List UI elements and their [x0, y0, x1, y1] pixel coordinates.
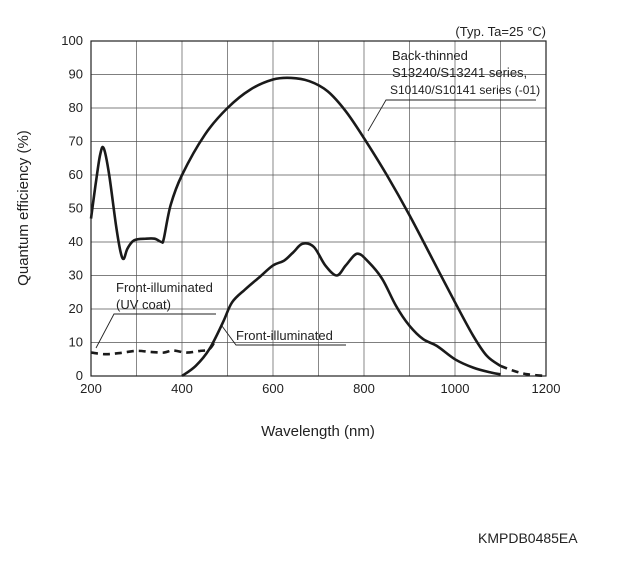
- y-tick-label: 10: [69, 335, 83, 350]
- y-tick-label: 80: [69, 100, 83, 115]
- condition-note: (Typ. Ta=25 °C): [455, 24, 546, 39]
- back-thinned-label-line-2: S13240/S13241 series,: [392, 65, 527, 80]
- y-tick-label: 60: [69, 167, 83, 182]
- front-illuminated-label: Front-illuminated: [221, 325, 346, 346]
- series-line-front-illuminated: [181, 242, 501, 378]
- uv-coat-label: Front-illuminated (UV coat): [95, 280, 216, 349]
- front-illuminated-leader-line: [221, 325, 346, 346]
- y-tick-label: 40: [69, 234, 83, 249]
- front-illuminated-label-text: Front-illuminated: [236, 328, 333, 343]
- y-tick-label: 100: [61, 33, 83, 48]
- y-tick-label: 90: [69, 67, 83, 82]
- y-tick-label: 50: [69, 201, 83, 216]
- y-tick-label: 30: [69, 268, 83, 283]
- y-tick-label: 20: [69, 301, 83, 316]
- y-tick-label: 70: [69, 134, 83, 149]
- back-thinned-label: Back-thinned S13240/S13241 series, S1014…: [367, 48, 540, 132]
- x-tick-label: 1000: [441, 381, 470, 396]
- uv-coat-label-line-1: Front-illuminated: [116, 280, 213, 295]
- grid: [91, 41, 546, 376]
- series-line-front-illuminated-uv-coat: [90, 338, 218, 356]
- y-axis-title: Quantum efficiency (%): [15, 130, 32, 286]
- x-tick-label: 1200: [532, 381, 561, 396]
- tick-labels: 0 10 20 30 40 50 60 70 80 90 100 200 400 600 800 1000 12…: [61, 33, 560, 396]
- series-line-back-thinned-tail: [500, 364, 547, 378]
- back-thinned-label-line-1: Back-thinned: [392, 48, 468, 63]
- x-tick-label: 200: [80, 381, 102, 396]
- x-tick-label: 600: [262, 381, 284, 396]
- x-tick-label: 800: [353, 381, 375, 396]
- series-line-back-thinned: [89, 76, 502, 367]
- plot-frame: [90, 40, 547, 377]
- back-thinned-label-line-3: S10140/S10141 series (-01): [390, 83, 540, 97]
- uv-coat-leader-line: [95, 313, 216, 349]
- document-code: KMPDB0485EA: [478, 530, 578, 546]
- y-tick-label: 0: [76, 368, 83, 383]
- x-axis-title: Wavelength (nm): [261, 423, 375, 440]
- back-thinned-leader-line: [367, 99, 536, 132]
- x-tick-label: 400: [171, 381, 193, 396]
- series-group: [89, 76, 547, 378]
- uv-coat-label-line-2: (UV coat): [116, 297, 171, 312]
